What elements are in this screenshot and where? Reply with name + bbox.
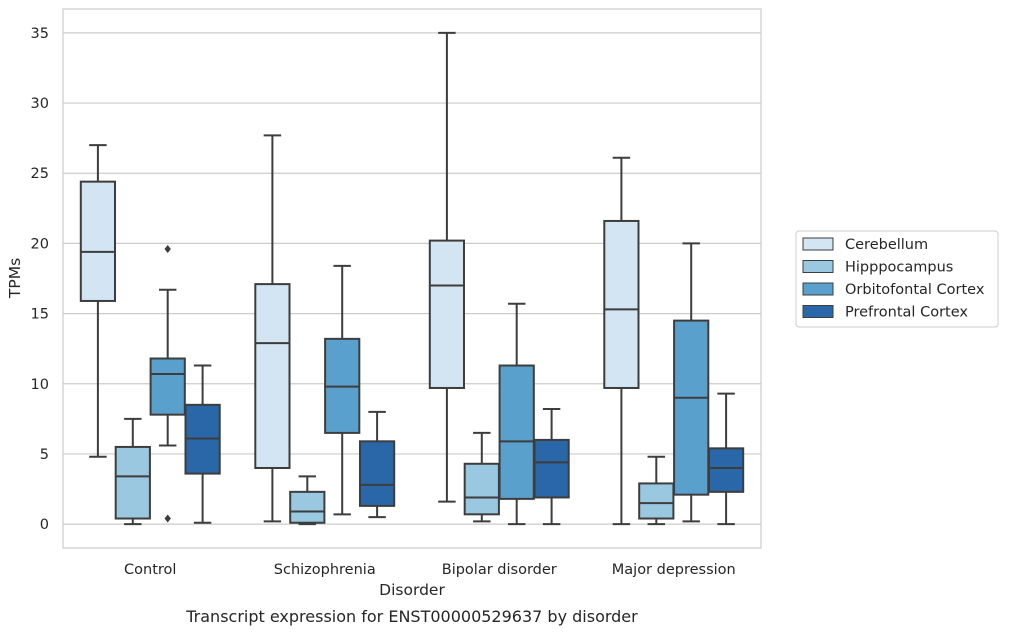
x-tick-label: Schizophrenia [274,562,376,578]
box-1-4 [184,364,221,524]
box-3-3 [498,302,535,526]
box-3-1 [428,31,466,503]
legend-label: Hipppocampus [845,260,953,276]
box-groups [79,31,745,526]
box-4-3 [673,242,710,523]
x-axis-title: Disorder [379,581,445,599]
x-tick-label: Control [124,562,176,578]
box-1-3 [149,245,186,523]
y-tick-label: 20 [31,236,49,252]
box-3-4 [533,408,570,526]
box-body [358,440,396,507]
box-1-2 [114,417,151,526]
box-body [149,357,186,416]
box-body [428,239,466,389]
legend-swatch [802,260,834,273]
y-tick-label: 5 [40,447,49,463]
legend-swatch [802,282,834,296]
y-tick-label: 25 [31,166,49,182]
box-body [114,445,151,520]
box-body [498,364,535,500]
x-tick-label: Bipolar disorder [442,562,557,578]
legend: Cerebellum Hipppocampus Orbitofontal Corte… [795,230,999,328]
box-body [707,447,745,493]
box-4-4 [707,392,745,526]
box-body [289,490,326,524]
y-tick-label: 30 [31,96,49,112]
y-tick-label: 0 [40,517,49,533]
legend-label: Orbitofontal Cortex [845,282,985,298]
plot-area-border [62,8,762,549]
y-tick-label: 35 [31,26,49,42]
box-body [673,319,710,496]
plot-area-background [63,9,761,548]
outlier-point [164,514,171,523]
box-body [463,462,500,516]
legend-swatch [802,237,834,251]
outlier-point [164,245,171,254]
box-body [603,219,640,389]
box-body [638,482,675,520]
box-3-2 [463,431,500,523]
legend-frame [795,230,999,328]
box-2-1 [254,134,291,523]
box-body [533,438,570,499]
box-2-3 [324,264,361,516]
box-1-1 [79,144,117,458]
box-2-2 [289,475,326,526]
box-body [79,180,117,302]
legend-swatch [802,305,834,318]
y-tick-label: 15 [31,307,49,323]
box-body [254,283,291,469]
y-tick-label: 10 [31,377,49,393]
box-4-2 [638,455,675,526]
y-tick-labels: 0 5 10 15 20 25 30 35 [31,26,49,533]
chart-caption: Transcript expression for ENST0000052963… [185,607,638,626]
legend-label: Prefrontal Cortex [845,305,968,321]
y-axis-title: TPMs [6,258,24,299]
x-tick-label: Major depression [612,562,736,578]
x-tick-labels: Control Schizophrenia Bipolar disorder Majo… [124,562,736,578]
legend-label: Cerebellum [845,237,928,253]
box-4-1 [603,156,640,526]
box-2-4 [358,410,396,519]
